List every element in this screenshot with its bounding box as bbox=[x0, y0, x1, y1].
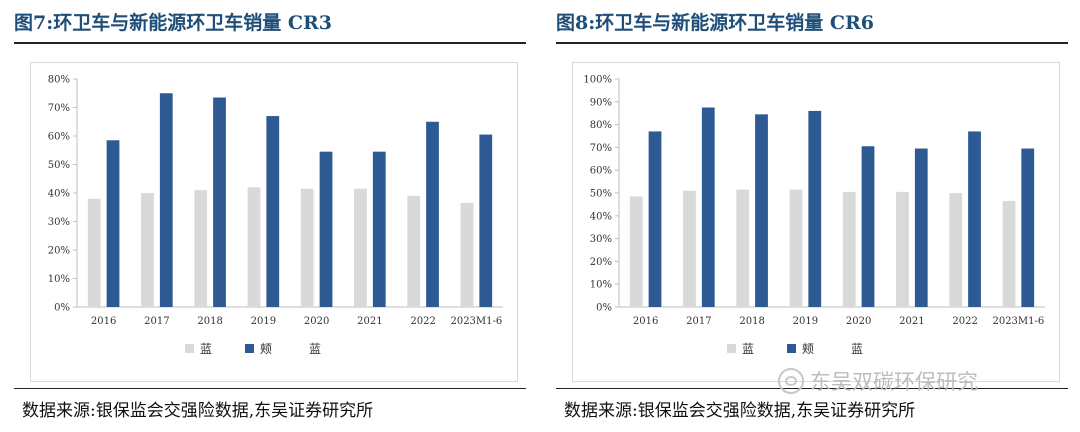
y-tick-label: 0% bbox=[596, 303, 612, 314]
legend-swatch-1 bbox=[727, 344, 736, 353]
figure-7-chart-frame: 0% 10% 20% 30% 40% 50% 60% 70% 80% 2016 2017 2018 20… bbox=[30, 62, 518, 382]
bar-series-2-2022 bbox=[426, 122, 439, 307]
bar-series-1-2019 bbox=[790, 190, 803, 307]
legend-label-3: 蓝 bbox=[309, 342, 321, 356]
bar-series-2-2019 bbox=[808, 111, 821, 307]
watermark: 东吴双碳环保研究 bbox=[778, 366, 1068, 402]
legend-label-2: 颊 bbox=[260, 342, 272, 356]
x-tick-label: 2020 bbox=[304, 316, 329, 327]
bar-series-2-2020 bbox=[862, 146, 875, 307]
figure-7-bottom-rule bbox=[14, 388, 526, 389]
y-tick-label: 40% bbox=[590, 211, 612, 222]
x-tick-label: 2023M1-6 bbox=[992, 316, 1044, 327]
legend-label-1: 蓝 bbox=[742, 342, 754, 356]
bar-series-1-2022 bbox=[949, 193, 962, 307]
x-tick-label: 2022 bbox=[410, 316, 435, 327]
bar-series-1-2023M1-6 bbox=[461, 203, 474, 307]
bar-series-2-2021 bbox=[373, 152, 386, 307]
y-tick-label: 0% bbox=[54, 303, 70, 314]
bar-series-2-2021 bbox=[915, 149, 928, 307]
bar-series-2-2016 bbox=[107, 140, 120, 307]
bar-series-2-2019 bbox=[266, 116, 279, 307]
figure-8-chart-frame: 0% 10% 20% 30% 40% 50% 60% 70% 80% 90% 100% 2016 201… bbox=[572, 62, 1060, 382]
figure-7-chart: 0% 10% 20% 30% 40% 50% 60% 70% 80% 2016 2017 2018 20… bbox=[31, 63, 517, 381]
y-tick-label: 40% bbox=[48, 189, 70, 200]
legend-label-1: 蓝 bbox=[200, 342, 212, 356]
x-tick-label: 2021 bbox=[899, 316, 924, 327]
y-tick-label: 80% bbox=[590, 120, 612, 131]
figure-8-top-rule bbox=[556, 42, 1068, 44]
x-tick-label: 2022 bbox=[952, 316, 977, 327]
x-tick-label: 2021 bbox=[357, 316, 382, 327]
figure-8-chart: 0% 10% 20% 30% 40% 50% 60% 70% 80% 90% 100% 2016 201… bbox=[573, 63, 1059, 381]
bar-series-1-2020 bbox=[301, 189, 314, 307]
legend-label-3: 蓝 bbox=[851, 342, 863, 356]
x-tick-label: 2017 bbox=[686, 316, 711, 327]
x-tick-label: 2019 bbox=[793, 316, 818, 327]
y-tick-label: 10% bbox=[590, 280, 612, 291]
y-tick-label: 60% bbox=[590, 166, 612, 177]
y-tick-label: 50% bbox=[48, 160, 70, 171]
y-tick-label: 70% bbox=[590, 143, 612, 154]
x-tick-label: 2016 bbox=[91, 316, 116, 327]
y-tick-label: 80% bbox=[48, 75, 70, 86]
bar-series-1-2022 bbox=[407, 196, 420, 307]
x-tick-label: 2017 bbox=[144, 316, 169, 327]
bar-series-2-2018 bbox=[213, 98, 226, 307]
y-tick-label: 90% bbox=[590, 97, 612, 108]
watermark-text: 东吴双碳环保研究 bbox=[810, 370, 978, 394]
bar-series-1-2020 bbox=[843, 192, 856, 307]
x-tick-label: 2018 bbox=[739, 316, 764, 327]
legend-swatch-1 bbox=[185, 344, 194, 353]
bar-series-2-2016 bbox=[649, 131, 662, 307]
y-tick-label: 30% bbox=[48, 217, 70, 228]
x-tick-label: 2016 bbox=[633, 316, 658, 327]
x-tick-label: 2019 bbox=[251, 316, 276, 327]
figure-7-top-rule bbox=[14, 42, 526, 44]
bar-series-1-2021 bbox=[896, 192, 909, 307]
y-tick-label: 50% bbox=[590, 189, 612, 200]
y-tick-label: 60% bbox=[48, 132, 70, 143]
y-tick-label: 30% bbox=[590, 234, 612, 245]
figure-8-title: 图8:环卫车与新能源环卫车销量 CR6 bbox=[556, 8, 1076, 38]
bar-series-2-2020 bbox=[320, 152, 333, 307]
figure-7-panel: 图7:环卫车与新能源环卫车销量 CR3 0% 10% 20% 30% 40% 50% 60%… bbox=[14, 0, 534, 432]
legend-label-2: 颊 bbox=[802, 342, 814, 356]
bar-series-1-2021 bbox=[354, 189, 367, 307]
bar-series-1-2016 bbox=[630, 196, 643, 307]
bar-series-2-2023M1-6 bbox=[479, 135, 492, 307]
y-tick-label: 20% bbox=[590, 257, 612, 268]
y-tick-label: 100% bbox=[583, 75, 612, 86]
bar-series-2-2022 bbox=[968, 131, 981, 307]
x-tick-label: 2018 bbox=[197, 316, 222, 327]
bar-series-2-2017 bbox=[702, 108, 715, 308]
y-tick-label: 70% bbox=[48, 103, 70, 114]
y-tick-label: 20% bbox=[48, 246, 70, 257]
bar-series-1-2019 bbox=[248, 187, 261, 307]
legend-swatch-2 bbox=[787, 344, 796, 353]
figure-7-title: 图7:环卫车与新能源环卫车销量 CR3 bbox=[14, 8, 534, 38]
bar-series-1-2018 bbox=[736, 190, 749, 307]
legend-swatch-2 bbox=[245, 344, 254, 353]
figure-7-source: 数据来源:银保监会交强险数据,东吴证券研究所 bbox=[22, 396, 534, 421]
wechat-icon bbox=[778, 368, 804, 394]
bar-series-2-2018 bbox=[755, 114, 768, 307]
bar-series-1-2017 bbox=[141, 193, 154, 307]
x-tick-label: 2023M1-6 bbox=[450, 316, 502, 327]
bar-series-1-2023M1-6 bbox=[1003, 201, 1016, 307]
bar-series-1-2016 bbox=[88, 199, 101, 307]
bar-series-2-2017 bbox=[160, 93, 173, 307]
y-tick-label: 10% bbox=[48, 274, 70, 285]
bar-series-1-2018 bbox=[194, 190, 207, 307]
bar-series-1-2017 bbox=[683, 191, 696, 307]
x-tick-label: 2020 bbox=[846, 316, 871, 327]
bar-series-2-2023M1-6 bbox=[1021, 149, 1034, 307]
